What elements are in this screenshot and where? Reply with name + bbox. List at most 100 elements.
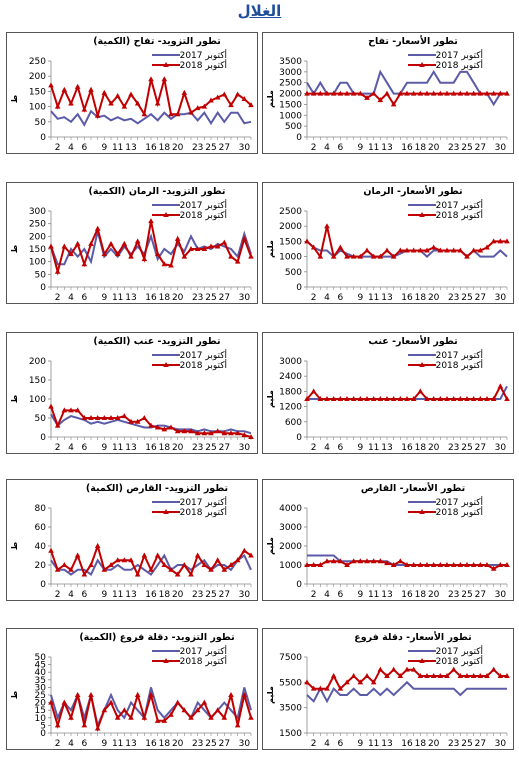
legend-marker <box>163 509 169 514</box>
data-point <box>108 699 114 705</box>
data-point <box>154 552 161 558</box>
legend-label: أكتوبر 2018 <box>180 59 227 71</box>
series-line <box>306 69 507 107</box>
data-point <box>397 90 404 96</box>
x-tick-label: 11 <box>112 590 123 600</box>
legend-marker <box>163 658 169 663</box>
data-point <box>464 396 470 401</box>
data-point <box>161 562 168 567</box>
x-tick-label: 4 <box>68 739 74 749</box>
x-tick-label: 11 <box>112 739 123 749</box>
x-tick-label: 9 <box>101 590 107 600</box>
y-tick-label: 200 <box>29 357 46 367</box>
data-point <box>114 92 121 98</box>
data-point <box>317 90 324 96</box>
legend-label: أكتوبر 2017 <box>436 49 483 61</box>
data-point <box>228 430 234 436</box>
y-tick-label: 2000 <box>279 90 302 100</box>
data-point <box>450 90 457 96</box>
data-point <box>490 238 497 244</box>
data-point <box>430 90 437 96</box>
data-point <box>214 557 221 563</box>
x-tick-label: 16 <box>401 590 413 600</box>
data-point <box>161 261 168 267</box>
y-axis-label: مليم <box>266 90 275 108</box>
x-tick-label: 16 <box>145 739 157 749</box>
data-point <box>390 666 397 672</box>
x-tick-label: 11 <box>368 739 379 749</box>
chart-svg: تطور الأسعار- تفاحمليم050010001500200025… <box>266 35 510 153</box>
x-tick-label: 6 <box>337 590 343 600</box>
data-point <box>154 424 161 430</box>
x-tick-label: 27 <box>475 739 486 749</box>
data-point <box>464 253 470 259</box>
data-point <box>181 428 188 434</box>
x-tick-label: 16 <box>401 739 413 749</box>
data-point <box>384 673 390 678</box>
data-point <box>48 403 54 409</box>
data-point <box>370 558 377 564</box>
x-tick-label: 4 <box>68 293 74 303</box>
data-point <box>444 396 450 401</box>
data-point <box>324 685 330 691</box>
chart-svg: تطور التزويد- تفاح (الكمية) ط 0 50 100 150 200… <box>10 36 254 153</box>
chart-panel: تطور التزويد- الرمان (الكمية) ط 0 50 100 150 2… <box>6 182 258 304</box>
y-tick-label: 100 <box>29 103 46 113</box>
data-point <box>101 89 108 95</box>
x-tick-label: 25 <box>461 443 472 453</box>
data-point <box>417 247 424 253</box>
data-point <box>188 571 194 577</box>
series-line <box>50 109 252 127</box>
data-point <box>88 240 94 246</box>
x-tick-label: 27 <box>219 143 230 153</box>
data-point <box>221 91 228 97</box>
x-tick-label: 23 <box>192 443 203 453</box>
data-point <box>234 557 241 563</box>
x-tick-label: 18 <box>415 739 427 749</box>
chart-panel: تطور التزويد- القارص (الكمية) ط 0 20 40 60 80 2… <box>6 479 258 601</box>
x-tick-label: 23 <box>192 739 203 749</box>
data-point <box>457 396 464 401</box>
data-point <box>410 666 417 672</box>
x-tick-label: 4 <box>68 590 74 600</box>
data-point <box>154 717 161 723</box>
data-point <box>410 90 417 96</box>
x-tick-label: 4 <box>324 739 330 749</box>
x-tick-label: 13 <box>125 143 136 153</box>
data-point <box>121 413 128 419</box>
chart-title: تطور التزويد- دقلة فروع (الكمية) <box>79 632 234 643</box>
data-point <box>390 253 397 259</box>
x-tick-label: 25 <box>205 143 216 153</box>
data-point <box>221 430 228 436</box>
data-point <box>54 566 61 572</box>
data-point <box>68 714 74 720</box>
x-tick-label: 25 <box>205 443 216 453</box>
data-point <box>417 388 424 394</box>
chart-title: تطور التزويد- الرمان (الكمية) <box>88 186 225 197</box>
data-point <box>241 235 248 241</box>
x-tick-label: 27 <box>475 443 486 453</box>
x-tick-label: 20 <box>172 590 184 600</box>
x-tick-label: 27 <box>475 293 486 303</box>
data-point <box>497 90 504 96</box>
data-point <box>410 396 417 401</box>
data-point <box>497 562 504 567</box>
data-point <box>174 571 181 577</box>
data-point <box>168 711 174 717</box>
legend-marker <box>419 362 425 367</box>
x-tick-label: 23 <box>448 739 459 749</box>
data-point <box>350 90 357 96</box>
data-point <box>241 96 248 101</box>
y-tick-label: 100 <box>29 258 46 268</box>
data-point <box>148 76 154 82</box>
x-tick-label: 25 <box>205 590 216 600</box>
x-tick-label: 20 <box>428 293 440 303</box>
y-tick-label: 5500 <box>279 678 302 688</box>
y-tick-label: 300 <box>29 207 46 217</box>
x-tick-label: 20 <box>428 443 440 453</box>
data-point <box>194 552 201 558</box>
data-point <box>48 699 54 705</box>
data-point <box>484 90 490 96</box>
data-point <box>304 90 310 96</box>
data-point <box>337 396 344 401</box>
